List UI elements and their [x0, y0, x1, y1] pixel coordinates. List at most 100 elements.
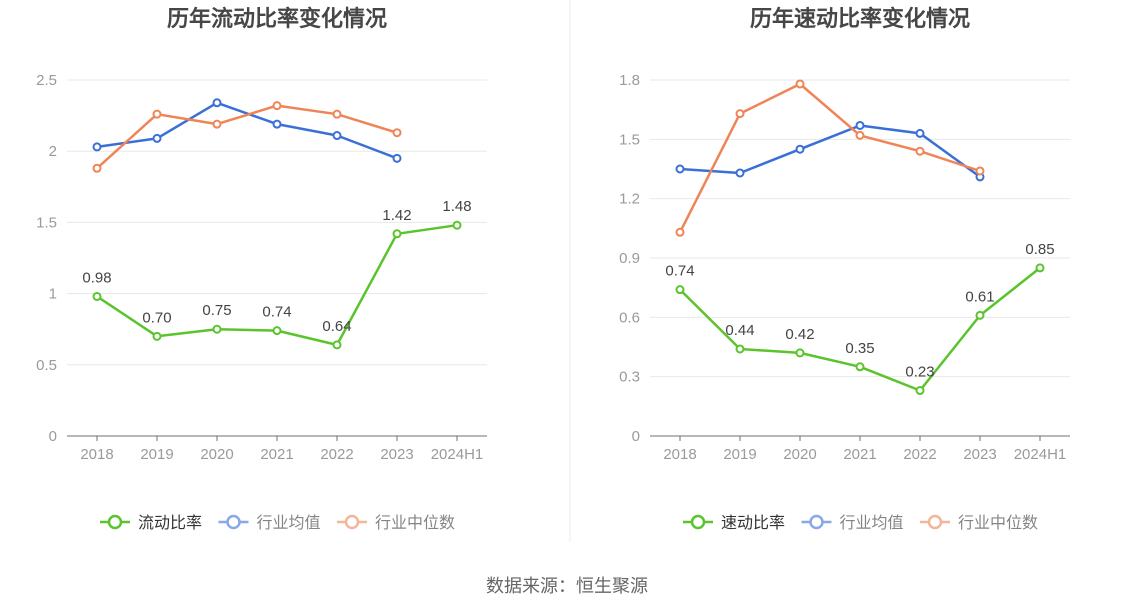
current-ratio-data-label: 0.64 [322, 318, 351, 335]
quick-ratio-chart: 历年速动比率变化情况 0 0.3 0.6 0.9 1.2 1.5 1.8 2018 2019 202… [619, 6, 1070, 532]
quick-ratio-data-label: 0.74 [665, 263, 694, 280]
quick-ratio-chart-title: 历年速动比率变化情况 [750, 6, 970, 32]
current-ratio-chart-title: 历年流动比率变化情况 [167, 6, 387, 32]
industry-average-point[interactable] [735, 168, 745, 178]
y-tick-label: 2.5 [36, 72, 57, 89]
industry-median-point[interactable] [795, 79, 805, 89]
industry-average-series-line [678, 124, 982, 179]
industry-median-point[interactable] [212, 119, 222, 129]
quick-ratio-point[interactable] [675, 285, 685, 295]
current-ratio-data-label: 1.48 [442, 198, 471, 215]
current-ratio-point[interactable] [272, 326, 282, 336]
current-ratio-point[interactable] [392, 229, 402, 239]
quick-ratio-data-label: 0.85 [1025, 241, 1054, 258]
y-tick-label: 1.5 [36, 214, 57, 231]
x-tick-label: 2023 [380, 446, 413, 463]
legend-label: 行业均值 [840, 513, 904, 532]
quick-ratio-point[interactable] [855, 362, 865, 372]
quick-ratio-data-label: 0.42 [785, 326, 814, 343]
x-tick-label: 2021 [260, 446, 293, 463]
industry-median-point[interactable] [975, 166, 985, 176]
industry-average-series-line [95, 101, 399, 160]
current-ratio-point[interactable] [452, 220, 462, 230]
x-tick-label: 2020 [200, 446, 233, 463]
current-ratio-point[interactable] [92, 291, 102, 301]
y-tick-label: 0.3 [619, 369, 640, 386]
industry-median-series-line [678, 82, 982, 234]
current-ratio-data-label: 1.42 [382, 207, 411, 224]
quick-ratio-legend-item-quick-ratio[interactable]: 速动比率 [683, 513, 785, 532]
quick-ratio-point[interactable] [915, 386, 925, 396]
current-ratio-legend-item-industry-median[interactable]: 行业中位数 [337, 513, 455, 532]
industry-median-point[interactable] [392, 128, 402, 138]
y-tick-label: 0.6 [619, 309, 640, 326]
industry-average-point[interactable] [332, 131, 342, 141]
industry-median-point[interactable] [332, 109, 342, 119]
x-tick-label: 2023 [963, 446, 996, 463]
current-ratio-legend-item-current-ratio[interactable]: 流动比率 [100, 513, 202, 532]
current-ratio-point[interactable] [212, 324, 222, 334]
y-tick-label: 1.5 [619, 131, 640, 148]
y-tick-label: 1 [49, 286, 57, 303]
quick-ratio-point[interactable] [735, 344, 745, 354]
industry-average-point[interactable] [675, 164, 685, 174]
industry-average-point[interactable] [855, 120, 865, 130]
industry-average-point[interactable] [915, 128, 925, 138]
quick-ratio-legend-item-industry-median[interactable]: 行业中位数 [920, 513, 1038, 532]
legend-label: 流动比率 [138, 513, 202, 532]
legend-circle-icon [690, 514, 706, 530]
industry-average-point[interactable] [212, 98, 222, 108]
y-tick-label: 0.9 [619, 250, 640, 267]
data-source-note: 数据来源：恒生聚源 [486, 576, 648, 597]
y-tick-label: 0.5 [36, 357, 57, 374]
legend-circle-icon [344, 514, 360, 530]
x-tick-label: 2021 [843, 446, 876, 463]
industry-average-point[interactable] [92, 142, 102, 152]
industry-average-point[interactable] [795, 144, 805, 154]
quick-ratio-point[interactable] [795, 348, 805, 358]
current-ratio-data-label: 0.75 [202, 302, 231, 319]
quick-ratio-legend-item-industry-average[interactable]: 行业均值 [801, 513, 904, 532]
legend-circle-icon [809, 514, 824, 530]
industry-average-point[interactable] [272, 119, 282, 129]
legend-circle-icon [107, 514, 123, 530]
quick-ratio-point[interactable] [975, 310, 985, 320]
industry-median-point[interactable] [735, 109, 745, 119]
current-ratio-point[interactable] [332, 340, 342, 350]
legend-circle-icon [226, 514, 241, 530]
legend-label: 行业中位数 [958, 513, 1038, 532]
y-tick-label: 0 [49, 428, 57, 445]
legend-label: 速动比率 [721, 513, 785, 532]
quick-ratio-data-label: 0.35 [845, 340, 874, 357]
industry-median-point[interactable] [915, 146, 925, 156]
quick-ratio-point[interactable] [1035, 263, 1045, 273]
x-tick-label: 2020 [783, 446, 816, 463]
x-tick-label: 2018 [80, 446, 113, 463]
industry-median-point[interactable] [675, 227, 685, 237]
current-ratio-data-label: 0.70 [142, 309, 171, 326]
current-ratio-data-label: 0.74 [262, 304, 291, 321]
x-tick-label: 2019 [723, 446, 756, 463]
current-ratio-chart: 历年流动比率变化情况 0 0.5 1 1.5 2 2.5 2018 2019 2020 2021 20… [36, 6, 487, 532]
y-tick-label: 0 [632, 428, 640, 445]
x-tick-label: 2024H1 [1014, 446, 1067, 463]
industry-median-point[interactable] [152, 109, 162, 119]
current-ratio-data-label: 0.98 [82, 269, 111, 286]
industry-average-point[interactable] [392, 153, 402, 163]
legend-label: 行业中位数 [375, 513, 455, 532]
industry-median-point[interactable] [272, 101, 282, 111]
x-tick-label: 2019 [140, 446, 173, 463]
legend-label: 行业均值 [257, 513, 321, 532]
industry-average-point[interactable] [152, 133, 162, 143]
legend-circle-icon [927, 514, 943, 530]
x-tick-label: 2022 [320, 446, 353, 463]
industry-median-series-line [95, 104, 399, 170]
industry-median-point[interactable] [855, 130, 865, 140]
y-tick-label: 1.8 [619, 72, 640, 89]
current-ratio-legend-item-industry-average[interactable]: 行业均值 [218, 513, 321, 532]
current-ratio-point[interactable] [152, 331, 162, 341]
y-tick-label: 2 [49, 143, 57, 160]
industry-median-point[interactable] [92, 163, 102, 173]
